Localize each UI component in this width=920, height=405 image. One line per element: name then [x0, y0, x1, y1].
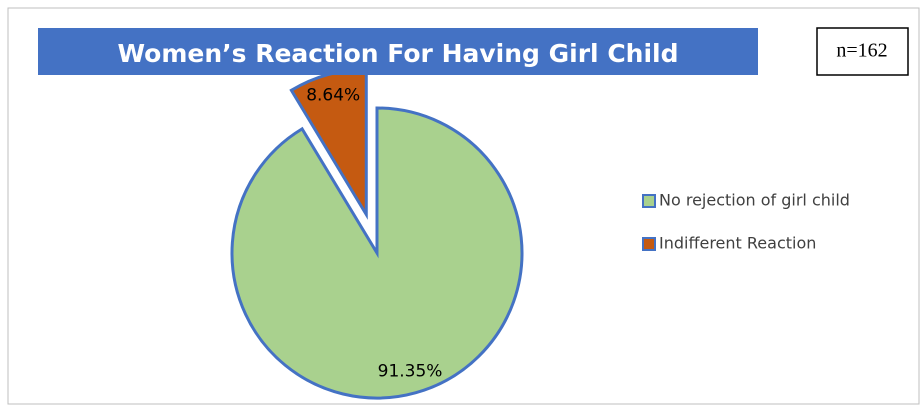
legend-swatch — [642, 237, 656, 251]
pie-slice — [230, 106, 524, 400]
annotation: n=162 — [836, 40, 887, 62]
data-label: 91.35% — [378, 362, 443, 382]
chart-title: Women’s Reaction For Having Girl Child — [117, 39, 678, 68]
data-label: 8.64% — [306, 86, 360, 106]
legend-swatch — [642, 194, 656, 208]
title-banner — [38, 28, 758, 75]
legend-label: No rejection of girl child — [659, 191, 850, 210]
annotation-box — [816, 27, 909, 76]
legend-label: Indifferent Reaction — [659, 234, 816, 253]
